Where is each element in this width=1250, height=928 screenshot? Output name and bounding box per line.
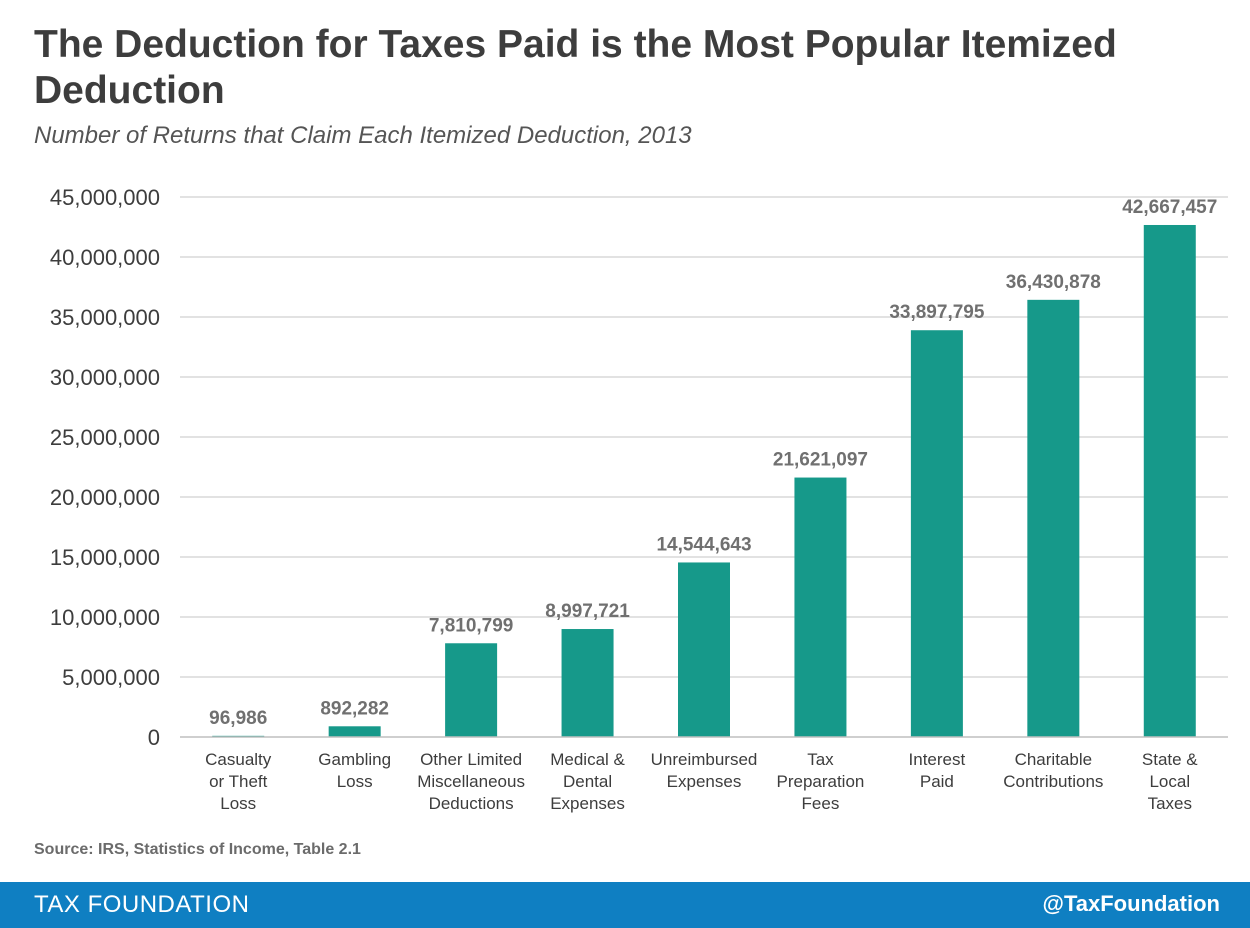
data-label: 42,667,457 (1122, 197, 1217, 218)
y-tick-label: 40,000,000 (50, 245, 160, 270)
y-tick-label: 25,000,000 (50, 425, 160, 450)
bar (1143, 224, 1196, 738)
data-label: 96,986 (209, 708, 267, 729)
data-label: 33,897,795 (889, 302, 985, 323)
y-tick-label: 20,000,000 (50, 485, 160, 510)
source-note: Source: IRS, Statistics of Income, Table… (34, 841, 361, 858)
chart-subtitle: Number of Returns that Claim Each Itemiz… (34, 122, 692, 149)
y-tick-label: 0 (148, 725, 160, 750)
x-tick-label: Casualty or Theft Loss (205, 750, 272, 813)
data-label: 8,997,721 (545, 601, 630, 622)
y-tick-label: 35,000,000 (50, 305, 160, 330)
y-tick-label: 30,000,000 (50, 365, 160, 390)
x-tick-label: Other Limited Miscellaneous Deductions (417, 750, 525, 813)
bar-chart: 0 5,000,000 10,000,000 15,000,000 20,000,000… (50, 185, 1228, 813)
x-tick-label: Interest Paid (909, 750, 966, 791)
y-tick-label: 45,000,000 (50, 185, 160, 210)
footer-bar: TAX FOUNDATION @TaxFoundation (0, 882, 1250, 928)
data-label: 14,544,643 (656, 534, 751, 555)
x-tick-label: State & Local Taxes (1142, 750, 1198, 813)
y-tick-label: 10,000,000 (50, 605, 160, 630)
footer-handle: @TaxFoundation (1042, 891, 1220, 916)
data-label: 21,621,097 (773, 450, 868, 471)
x-tick-label: Medical & Dental Expenses (550, 750, 625, 813)
data-label: 7,810,799 (429, 615, 514, 636)
bar (794, 477, 847, 737)
bar (445, 643, 498, 737)
data-label: 892,282 (320, 698, 389, 719)
x-tick-label: Tax Preparation Fees (776, 750, 864, 813)
x-tick-label: Charitable Contributions (1003, 750, 1103, 791)
y-tick-label: 15,000,000 (50, 545, 160, 570)
x-tick-label: Gambling Loss (318, 750, 391, 791)
bar (1027, 299, 1080, 737)
bar (678, 562, 730, 737)
x-tick-label: Unreimbursed Expenses (651, 750, 758, 791)
data-label: 36,430,878 (1006, 272, 1101, 293)
chart-title: The Deduction for Taxes Paid is the Most… (34, 23, 1117, 112)
bar (910, 330, 963, 737)
bar (561, 629, 614, 737)
footer-brand: TAX FOUNDATION (34, 891, 250, 918)
y-tick-label: 5,000,000 (62, 665, 160, 690)
bar (328, 726, 381, 737)
